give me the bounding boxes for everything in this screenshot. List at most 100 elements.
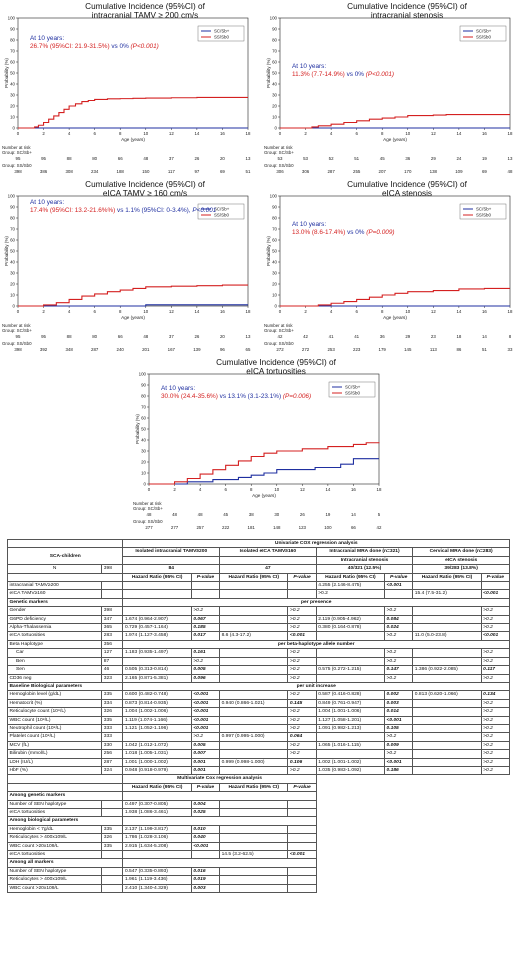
hr-value-cell [219, 799, 289, 810]
risk-count-sc: 41 [329, 334, 334, 339]
p-value-cell: 0.024 [384, 623, 414, 633]
p-value-cell: 0.005 [190, 740, 221, 751]
hr-value-cell: 1.183 (0.935-1.497) [122, 648, 192, 658]
annotation-p-value: P<0.001 [192, 207, 216, 214]
p-header: P-value [480, 572, 511, 583]
hr-value-cell [412, 732, 482, 742]
annotation-head: At 10 years: [292, 63, 326, 70]
risk-count-ss: 138 [430, 169, 438, 174]
risk-count-sc: 23 [431, 334, 436, 339]
n-group: 84 [122, 564, 221, 574]
hr-value-cell [219, 824, 289, 835]
row-label: intracranial TAMV≥200 [6, 581, 103, 591]
p-value-cell: 0.161 [190, 648, 221, 658]
row-label: WBC count (10⁹/L) [6, 715, 103, 725]
risk-count-ss: 188 [117, 169, 125, 174]
table-row: Bilirubin (mmol/L) 256 1.018 (1.005-1.031)… [6, 749, 511, 759]
x-tick-label: 0 [17, 131, 20, 136]
multi-header-row: Hazard Ratio (95% CI) P-value Hazard Ratio… [6, 782, 510, 793]
hr-value-cell [219, 673, 289, 683]
table-row: Among biological parameters [6, 816, 510, 826]
risk-count-sc: 95 [41, 334, 46, 339]
table-row: Reticulocytes > 400x109/L 1.961 (1.119-3.… [6, 875, 510, 885]
p-value-cell: <0.001 [384, 715, 414, 725]
risk-count-ss: 255 [353, 169, 361, 174]
row-n: 127 [101, 648, 124, 658]
row-label: Sen [6, 665, 103, 675]
hr-value-cell: 1.004 (1.002-1.006) [122, 707, 192, 717]
x-axis-label: Age (years) [383, 315, 407, 320]
hr-value-cell [122, 656, 192, 667]
risk-count-ss: 398 [14, 169, 22, 174]
risk-table-title: Number at risk [133, 501, 162, 506]
risk-count-sc: 42 [278, 334, 283, 339]
row-n [101, 581, 124, 591]
y-tick-label: 20 [272, 282, 277, 287]
y-tick-label: 90 [272, 27, 277, 32]
hr-value-cell [219, 715, 289, 725]
y-tick-label: 30 [10, 93, 15, 98]
p-value-cell: 0.025 [190, 807, 221, 818]
y-axis-label: Probability (%) [4, 58, 9, 88]
p-value-cell: >0.2 [287, 707, 317, 717]
hr-value-cell [219, 648, 289, 658]
hr-value-cell: 0.587 (0.416-0.828) [315, 690, 386, 700]
hr-value-cell [412, 581, 482, 591]
x-tick-label: 10 [405, 131, 410, 136]
risk-count-sc: 48 [143, 334, 148, 339]
hr-value-cell [219, 875, 289, 885]
p-value-cell: 0.117 [480, 665, 511, 675]
chart-panel-eica-tortuosities: Cumulative Incidence (95%CI) of eICA tort… [131, 356, 389, 534]
legend: SC/Sb+SS/Sb0 [197, 203, 245, 220]
annotation-head: At 10 years: [30, 199, 64, 206]
p-value-cell: >0.2 [480, 707, 511, 717]
p-value-cell: <0.001 [190, 690, 221, 700]
cox-regression-table: Univariate COX regression analysis SCA-ch… [6, 538, 511, 894]
row-label: CD36 neg [6, 673, 103, 683]
series-line-sc-sb [149, 458, 379, 485]
x-tick-label: 6 [93, 309, 96, 314]
chart-panel-eica-stenosis: Cumulative Incidence (95%CI) of eICA sten… [262, 178, 520, 356]
series-line-ss-sb0 [149, 442, 380, 485]
x-tick-label: 12 [169, 309, 174, 314]
row-n [101, 799, 124, 810]
hr-value-cell [219, 807, 289, 818]
x-tick-label: 18 [246, 131, 251, 136]
p-value-cell: >0.2 [480, 614, 511, 625]
row-n [101, 875, 124, 885]
risk-count-ss: 123 [299, 525, 307, 530]
group-header: Intracranial MRA done (n=321) [315, 547, 414, 557]
row-n: 326 [101, 833, 124, 843]
y-tick-label: 60 [10, 238, 15, 243]
x-tick-label: 12 [169, 131, 174, 136]
risk-count-ss: 398 [14, 347, 22, 352]
chart-title: Cumulative Incidence (95%CI) of [85, 180, 205, 189]
risk-count-sc: 88 [67, 334, 72, 339]
y-tick-label: 10 [272, 115, 277, 120]
annotation-result: 30.0% (24.4-35.6%) vs 13.1% (3.1-23.1%) … [161, 393, 311, 400]
hr-value-cell: 2.137 (1.199-3.817) [122, 824, 192, 835]
risk-count-sc: 13 [508, 156, 513, 161]
p-value-cell: 0.007 [190, 749, 221, 759]
p-value-cell: >0.2 [480, 623, 511, 633]
risk-count-ss: 386 [40, 169, 48, 174]
risk-count-sc: 36 [380, 334, 385, 339]
p-value-cell [287, 875, 317, 885]
table-row: Hemoglobin < 7g/dL 335 2.137 (1.199-3.817)… [6, 824, 510, 835]
hr-value-cell: 0.380 (0.164-0.878) [315, 623, 386, 633]
y-tick-label: 100 [8, 194, 16, 199]
y-tick-label: 60 [272, 60, 277, 65]
x-tick-label: 8 [381, 309, 384, 314]
n-group: 39/283 (13.8%) [412, 564, 510, 574]
header-row: Univariate COX regression analysis [6, 538, 510, 549]
risk-count-ss: 96 [220, 347, 225, 352]
table-cell: Hazard Ratio (95% CI) [219, 782, 289, 793]
annotation-ss-value: 13.0% (8.6-17.4%) [292, 229, 345, 236]
p-value-cell: >0.2 [287, 606, 317, 616]
risk-group-sc-label: Group: SC/Sb+ [133, 506, 163, 511]
p-value-cell [287, 833, 317, 843]
row-label: eICA tortuosities [6, 850, 103, 860]
km-chart-svg: Cumulative Incidence (95%CI) ofintracran… [264, 2, 513, 174]
risk-count-ss: 66 [351, 525, 356, 530]
